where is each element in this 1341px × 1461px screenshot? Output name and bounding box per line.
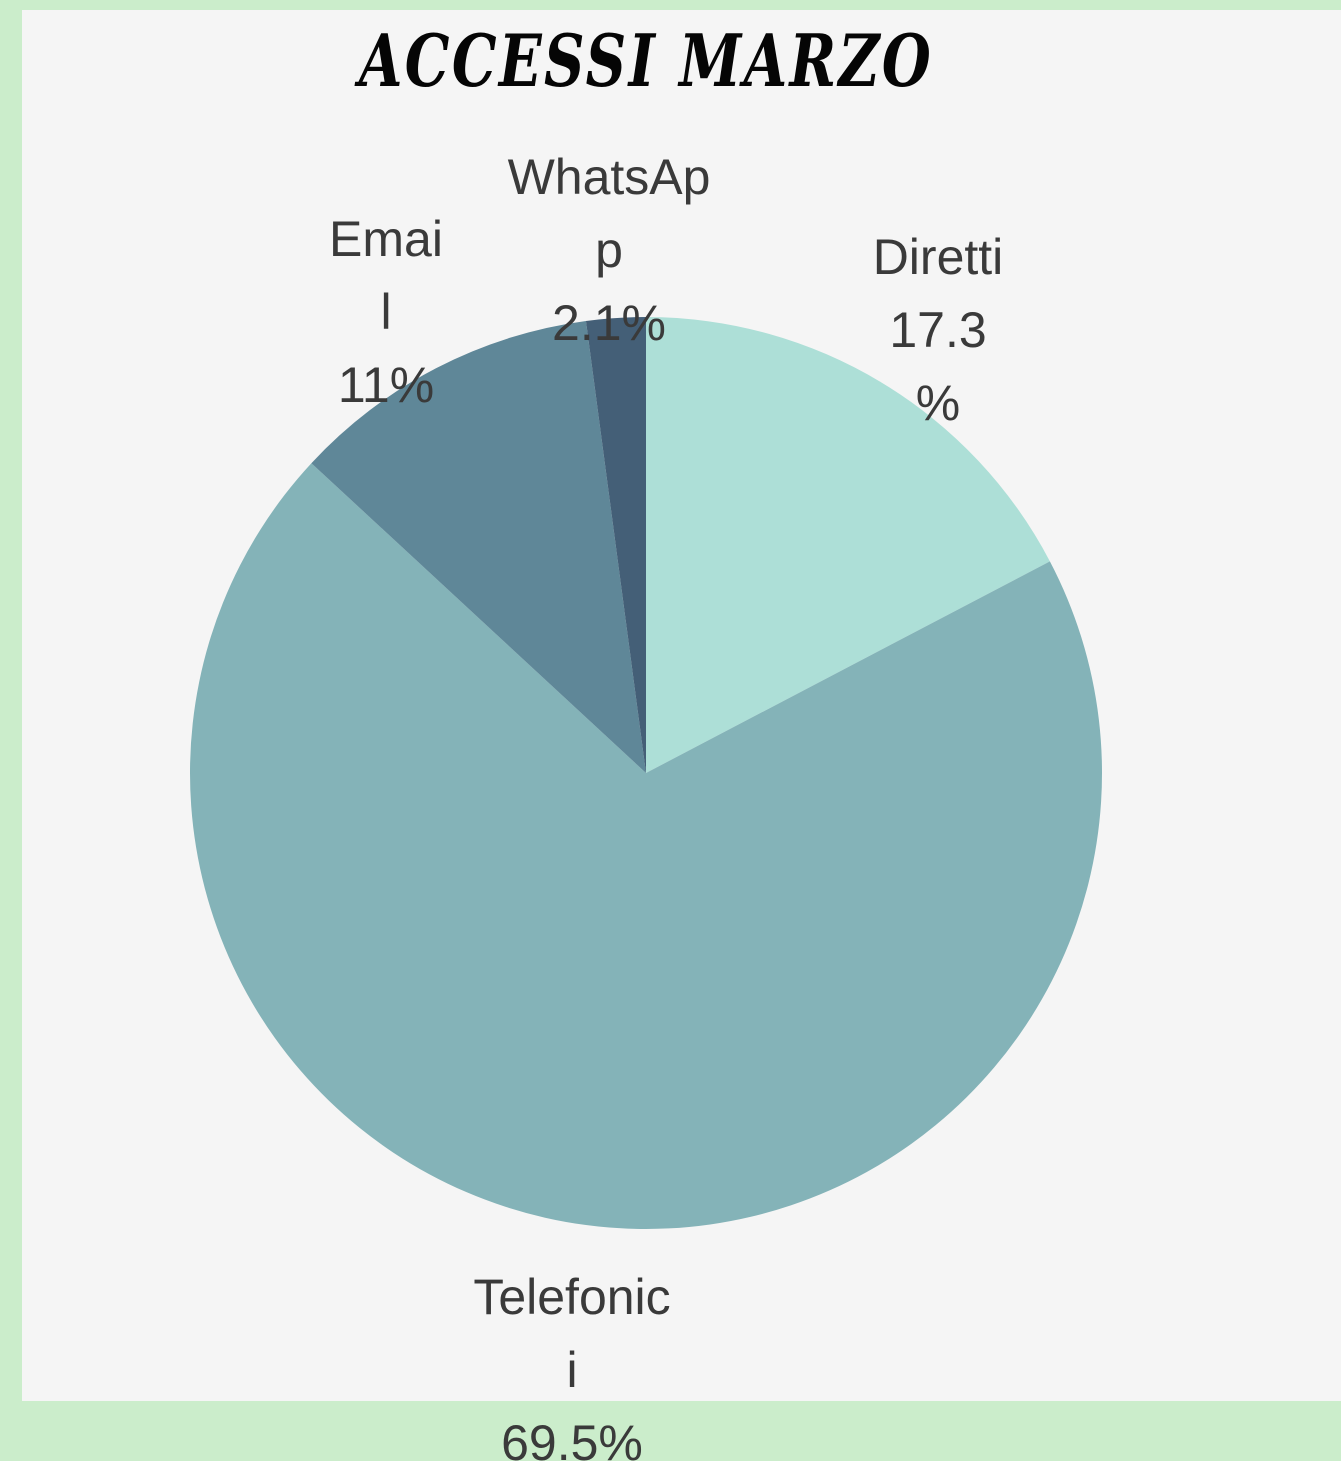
data-label-whatsapp-line-3: 2.1% [552, 295, 666, 351]
pie-labels: Diretti 17.3% Telefonic i 69.5% Emai l 11% Whats… [329, 149, 1003, 1461]
data-label-email-line-2: l [380, 284, 391, 340]
data-label-telefonici-line-1: Telefonic [473, 1269, 670, 1325]
data-label-whatsapp-line-2: p [595, 222, 623, 278]
data-label-telefonici-line-3: 69.5% [501, 1415, 643, 1461]
chart-title: ACCESSI MARZO [358, 18, 934, 103]
pie-slice-whatsapp [585, 317, 646, 773]
pie-slices [189, 317, 1103, 1229]
pie-slice-telefonici [189, 463, 1103, 1229]
data-label-diretti-line-1: Diretti [873, 229, 1004, 285]
pie-slice-email [311, 320, 646, 773]
data-label-email-line-1: Emai [329, 211, 443, 267]
data-label-telefonici-line-2: i [566, 1342, 577, 1398]
data-label-whatsapp-line-1: WhatsAp [508, 149, 711, 205]
pie-slice-diretti [646, 317, 1050, 773]
data-label-diretti-line-2: 17.3 [889, 302, 986, 358]
data-label-diretti-line-3: % [916, 375, 960, 431]
data-label-email-line-3: 11% [338, 357, 434, 413]
